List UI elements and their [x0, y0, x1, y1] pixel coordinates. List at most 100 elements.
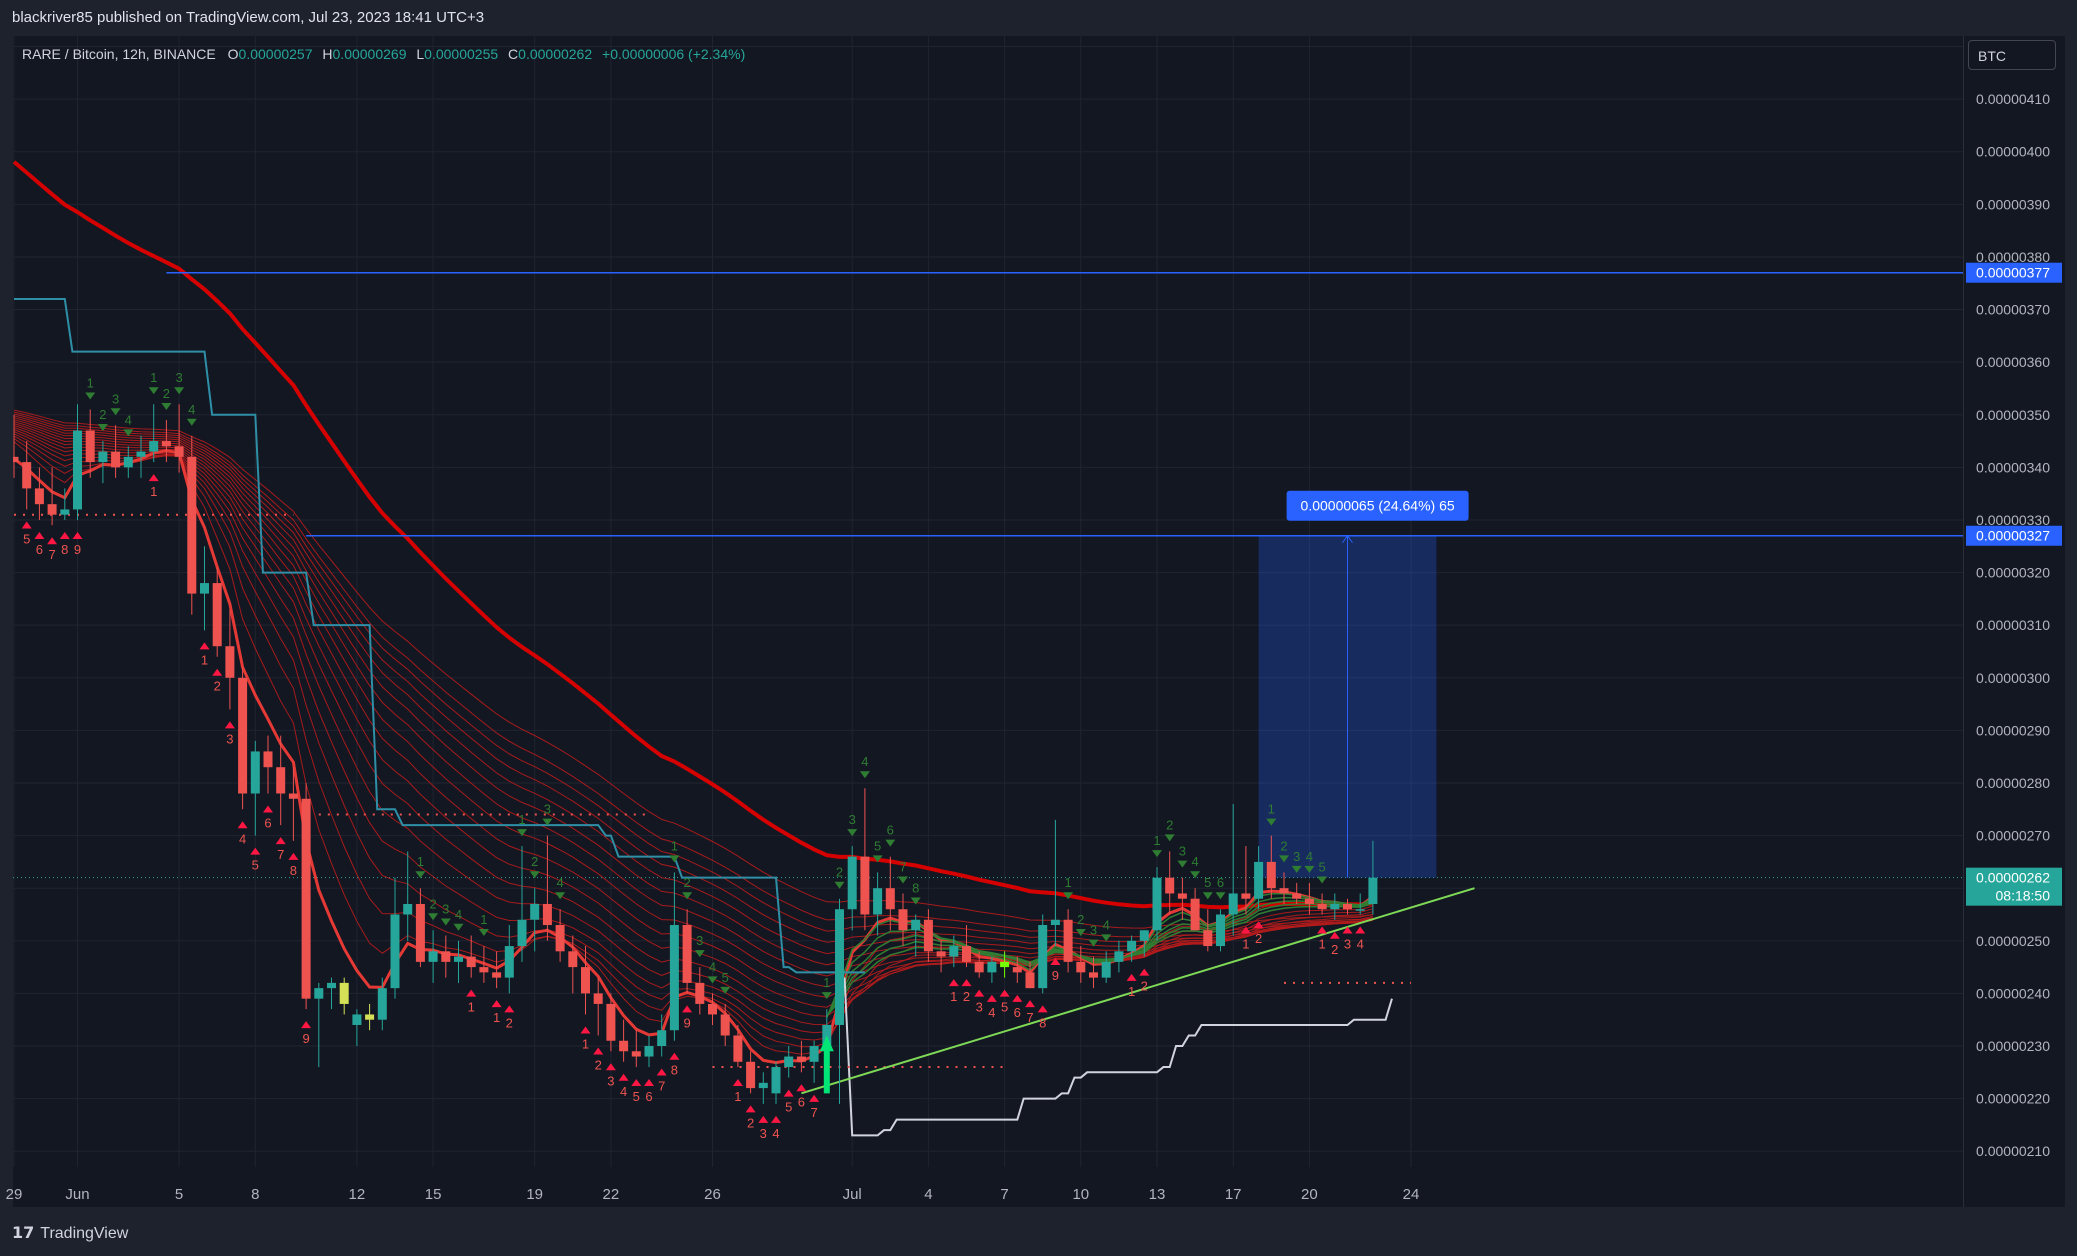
td-down-count: 3: [760, 1126, 767, 1141]
footer-bar: [0, 1212, 2077, 1256]
currency-button[interactable]: BTC: [1968, 40, 2056, 70]
td-down-marker: [644, 1079, 654, 1087]
ribbon-ema-line: [13, 435, 1374, 1041]
candle-body: [1025, 972, 1035, 989]
td-up-count: 1: [823, 975, 830, 990]
td-up-marker: [453, 923, 464, 931]
td-down-marker: [491, 1000, 502, 1008]
time-tick-label: 4: [924, 1186, 932, 1203]
candle-body: [1101, 961, 1111, 978]
candle-body: [288, 793, 298, 799]
td-up-count: 1: [480, 912, 487, 927]
grid-lines: [13, 36, 1963, 1167]
candle-body: [200, 583, 209, 594]
tradingview-logo[interactable]: 𝟭𝟳 TradingView: [12, 1223, 128, 1243]
low-key: L: [416, 46, 425, 62]
td-up-count: 4: [1191, 854, 1198, 869]
candle-body: [441, 951, 451, 962]
time-tick-label: 13: [1149, 1186, 1166, 1203]
td-down-count: 2: [963, 989, 970, 1004]
ribbon-ema-line: [13, 425, 1374, 998]
ascending-trend-line: [801, 887, 1475, 1095]
ribbon-ema-line: [13, 431, 1374, 1026]
td-up-count: 3: [696, 933, 703, 948]
candle-body: [835, 909, 844, 1025]
candle-body: [962, 946, 971, 962]
candle-body: [479, 967, 489, 973]
td-down-count: 1: [1318, 936, 1325, 951]
high-value: 0.00000269: [332, 46, 407, 62]
td-down-count: 1: [468, 1000, 475, 1015]
td-down-count: 6: [264, 816, 271, 831]
candle-body: [250, 751, 260, 794]
symbol-label[interactable]: RARE / Bitcoin, 12h, BINANCE: [22, 46, 216, 62]
tradingview-logo-text: TradingView: [40, 1225, 129, 1242]
candle-body: [771, 1067, 781, 1094]
td-down-marker: [745, 1105, 756, 1113]
td-down-marker: [199, 642, 210, 650]
td-up-marker: [1215, 892, 1226, 900]
ribbon-ema-line: [13, 421, 1373, 977]
candle-body: [22, 462, 32, 489]
candle-body: [568, 951, 578, 968]
candle-body: [13, 456, 19, 463]
candle-body: [1203, 930, 1213, 947]
td-down-count: 6: [645, 1089, 652, 1104]
td-up-marker: [1291, 865, 1302, 873]
td-down-count: 1: [1242, 936, 1249, 951]
td-up-count: 5: [874, 838, 881, 853]
publish-line: blackriver85 published on TradingView.co…: [12, 9, 485, 26]
candle-body: [898, 909, 908, 931]
td-down-count: 3: [607, 1073, 614, 1088]
tradingview-logo-icon: 𝟭𝟳: [12, 1223, 35, 1242]
td-down-marker: [1050, 958, 1061, 966]
price-axis[interactable]: [1963, 36, 2065, 1207]
td-down-count: 2: [214, 679, 221, 694]
td-up-count: 3: [175, 370, 182, 385]
td-up-marker: [428, 913, 439, 921]
candle-body: [301, 798, 311, 999]
price-tick-label: 0.00000280: [1976, 775, 2050, 791]
chart-area[interactable]: [13, 36, 1963, 1167]
candle-body: [1177, 893, 1187, 899]
line-price-tag-text: 0.00000377: [1976, 265, 2050, 281]
candle-body: [1127, 940, 1137, 952]
candle-body: [746, 1061, 756, 1089]
td-down-count: 5: [1001, 1000, 1008, 1015]
trailing-stop-line: [14, 298, 865, 974]
candle-body: [860, 856, 870, 915]
td-down-count: 2: [1331, 942, 1338, 957]
candle-body: [987, 961, 997, 973]
td-up-count: 6: [887, 823, 894, 838]
td-down-count: 8: [290, 863, 297, 878]
td-up-count: 1: [417, 854, 424, 869]
td-up-marker: [898, 876, 908, 884]
td-down-marker: [1012, 994, 1023, 1002]
td-up-count: 3: [849, 812, 856, 827]
candle-body: [276, 767, 286, 794]
candle-body: [1317, 903, 1327, 910]
td-down-marker: [758, 1115, 769, 1123]
ribbon-ema-line: [13, 429, 1374, 1017]
td-up-marker: [682, 892, 693, 900]
td-up-marker: [1164, 834, 1175, 842]
candle-body: [708, 1003, 717, 1015]
td-down-count: 5: [785, 1100, 792, 1115]
td-up-count: 4: [556, 875, 563, 890]
td-down-marker: [1253, 921, 1264, 929]
td-up-count: 3: [442, 902, 449, 917]
td-down-marker: [948, 979, 959, 987]
time-axis[interactable]: [13, 1167, 1963, 1207]
change-value: +0.00000006 (+2.34%): [602, 46, 746, 62]
td-down-marker: [148, 474, 159, 482]
td-up-count: 1: [671, 838, 678, 853]
td-down-count: 2: [1141, 979, 1148, 994]
candle-body: [314, 988, 324, 999]
td-up-marker: [1304, 865, 1315, 873]
td-down-count: 5: [633, 1089, 640, 1104]
candle-body: [149, 441, 159, 452]
candle-body: [377, 988, 387, 1020]
time-tick-label: 7: [1000, 1186, 1008, 1203]
candle-body: [212, 583, 222, 647]
td-up-marker: [694, 950, 705, 958]
